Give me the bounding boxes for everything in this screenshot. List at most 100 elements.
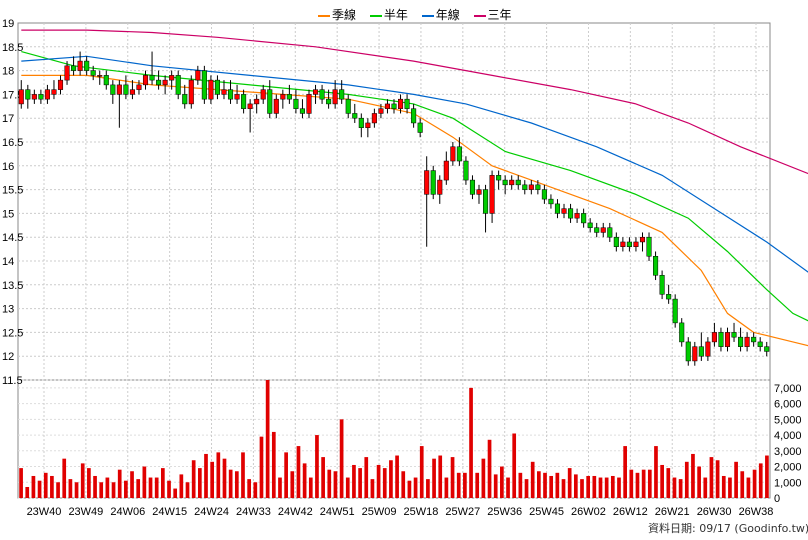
candle	[528, 180, 534, 195]
candle-body	[515, 179, 521, 186]
ma-half-line	[21, 51, 808, 322]
candle-body	[437, 179, 443, 195]
candle	[450, 142, 456, 166]
candle-body	[384, 103, 390, 109]
candle	[97, 70, 103, 85]
volume-bar	[136, 479, 141, 498]
candle-body	[129, 89, 135, 95]
volume-bar	[234, 471, 239, 498]
candle	[188, 75, 194, 109]
volume-bar	[278, 477, 282, 498]
volume-bar	[660, 464, 664, 498]
candle-body	[195, 70, 201, 81]
candle-body	[299, 108, 305, 114]
legend-label-3yr: 三年	[487, 8, 512, 22]
candle	[594, 222, 600, 238]
volume-bar	[604, 477, 609, 498]
candle	[751, 332, 757, 347]
candle-body	[469, 179, 476, 195]
candle-body	[44, 89, 50, 100]
candle	[633, 237, 639, 252]
candle-body	[319, 89, 325, 100]
candle-body	[541, 189, 547, 200]
candle-body	[607, 227, 613, 238]
candle-body	[600, 227, 606, 233]
candle-body	[169, 75, 175, 81]
candle	[25, 84, 31, 109]
candle	[326, 89, 332, 109]
volume-bar	[672, 477, 677, 498]
candle	[659, 270, 665, 300]
candle-body	[398, 98, 404, 109]
candle-body	[352, 113, 358, 119]
candle	[463, 156, 469, 185]
candle	[299, 99, 305, 119]
candle	[18, 80, 24, 109]
price-tick-label: 13.5	[2, 280, 23, 292]
price-tick-label: 14	[2, 256, 14, 268]
volume-bar	[179, 474, 184, 498]
volume-bar	[216, 452, 221, 498]
x-tick-label: 26W30	[697, 506, 732, 518]
candle-body	[188, 79, 194, 105]
candle	[319, 84, 325, 104]
legend-item-half: 半年	[369, 6, 408, 23]
volume-bar	[543, 472, 547, 498]
candle-body	[175, 75, 181, 95]
candle	[764, 341, 770, 357]
candle	[332, 80, 338, 109]
price-tick-label: 15.5	[2, 185, 23, 197]
candle	[509, 175, 515, 190]
candle	[175, 70, 181, 100]
volume-tick-label: 6,000	[774, 399, 802, 411]
candle	[273, 94, 279, 119]
volume-bar	[43, 472, 48, 498]
candle	[260, 84, 266, 104]
volume-bar	[247, 479, 251, 498]
candle	[561, 203, 567, 219]
candle-body	[659, 275, 665, 295]
volume-bar	[500, 466, 504, 498]
candle-body	[97, 75, 103, 77]
candle-body	[581, 213, 587, 224]
volume-bar	[629, 469, 634, 498]
legend-swatch-3yr	[473, 14, 486, 17]
volume-bar	[512, 433, 517, 498]
candle-body	[672, 298, 678, 324]
volume-bar	[506, 477, 510, 498]
candle-body	[574, 213, 580, 219]
candle-body	[214, 79, 220, 95]
grid	[18, 23, 770, 499]
data-source-link[interactable]: (Goodinfo.tw)	[734, 522, 808, 535]
candle	[476, 184, 482, 204]
candle-body	[502, 179, 508, 186]
candle	[103, 70, 109, 90]
candle-body	[738, 336, 744, 347]
volume-bar	[518, 472, 523, 498]
candle	[489, 170, 495, 223]
candle-body	[554, 203, 561, 214]
candle	[221, 80, 227, 100]
price-tick-label: 12	[2, 351, 14, 363]
candle	[241, 89, 247, 114]
candle-body	[247, 103, 253, 109]
candle-body	[162, 79, 168, 86]
price-tick-label: 11.5	[2, 375, 23, 387]
volume-bar	[296, 446, 301, 498]
legend-item-year: 年線	[421, 6, 460, 23]
candle-body	[116, 84, 122, 95]
volume-bar	[598, 477, 603, 498]
volume-bar	[271, 431, 276, 498]
candle-body	[646, 236, 652, 257]
candle	[548, 194, 554, 209]
candle-body	[18, 89, 24, 105]
volume-bar	[407, 480, 412, 498]
volume-tick-label: 2,000	[774, 462, 802, 474]
candle-body	[705, 341, 711, 357]
candle-body	[744, 336, 750, 347]
candle	[90, 65, 96, 81]
candle-body	[633, 241, 639, 247]
volume-bar	[25, 486, 30, 498]
volume-bar	[358, 468, 362, 498]
candle-body	[345, 98, 351, 114]
